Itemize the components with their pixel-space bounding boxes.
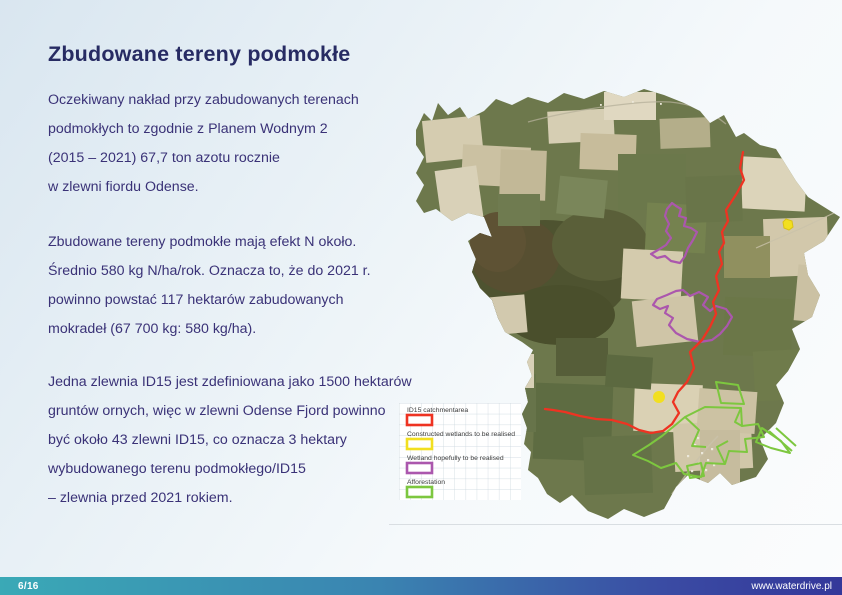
legend-label: Afforestation bbox=[407, 479, 445, 486]
map-legend: ID15 catchmentarea Constructed wetlands … bbox=[399, 403, 521, 500]
paragraph-2: Zbudowane tereny podmokłe mają efekt N o… bbox=[48, 234, 371, 337]
page-number: 6/16 bbox=[18, 580, 39, 592]
legend-swatch-constructed-wetlands bbox=[405, 437, 434, 451]
legend-swatch-afforestation bbox=[405, 485, 434, 499]
legend-swatch-catchment bbox=[405, 413, 434, 427]
website-link[interactable]: www.waterdrive.pl bbox=[751, 580, 832, 592]
afforestation-layer bbox=[632, 381, 797, 479]
constructed-wetlands-layer bbox=[653, 218, 794, 403]
legend-item-wetland-hopeful: Wetland hopefully to be realised bbox=[405, 455, 504, 475]
legend-label: ID15 catchmentarea bbox=[407, 407, 468, 414]
legend-item-afforestation: Afforestation bbox=[405, 479, 445, 499]
legend-label: Wetland hopefully to be realised bbox=[407, 455, 504, 462]
catchment-map: ID15 catchmentarea Constructed wetlands … bbox=[388, 85, 842, 525]
wetland-hopeful-layer bbox=[649, 201, 734, 344]
page-title: Zbudowane tereny podmokłe bbox=[48, 42, 351, 66]
legend-item-catchment: ID15 catchmentarea bbox=[405, 407, 468, 427]
footer-bar: 6/16 www.waterdrive.pl bbox=[0, 577, 842, 595]
paragraph-1: Oczekiwany nakład przy zabudowanych tere… bbox=[48, 92, 359, 195]
paragraph-3: Jedna zlewnia ID15 jest zdefiniowana jak… bbox=[48, 374, 412, 506]
catchment-boundary-line bbox=[543, 150, 746, 435]
map-bottom-divider bbox=[389, 524, 842, 525]
legend-label: Constructed wetlands to be realised bbox=[407, 431, 515, 438]
legend-item-constructed-wetlands: Constructed wetlands to be realised bbox=[405, 431, 515, 451]
legend-swatch-wetland-hopeful bbox=[405, 461, 434, 475]
